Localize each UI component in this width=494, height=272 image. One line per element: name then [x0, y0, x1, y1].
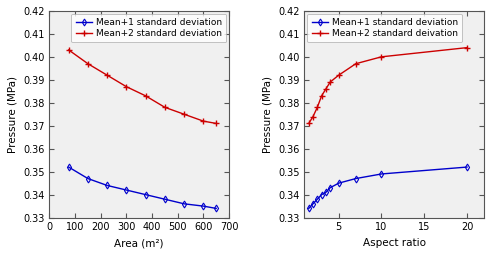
Y-axis label: Pressure (MPa): Pressure (MPa): [7, 76, 17, 153]
Mean+1 standard deviation: [85, 177, 91, 180]
Mean+1 standard deviation: [201, 205, 206, 208]
Mean+2 standard deviation: [143, 94, 149, 97]
Mean+2 standard deviation: [124, 85, 129, 88]
Mean+2 standard deivation: [327, 81, 333, 84]
Legend: Mean+1 standard deviation, Mean+2 standard deviation: Mean+1 standard deviation, Mean+2 standa…: [71, 14, 226, 42]
Mean+2 standard deivation: [464, 46, 470, 49]
Mean+1 standard deviation: [124, 188, 129, 192]
Mean+2 standard deivation: [310, 115, 316, 118]
Mean+1 standard deviation: [310, 202, 316, 205]
Mean+2 standard deviation: [201, 119, 206, 123]
Mean+1 standard deviation: [327, 186, 333, 189]
Mean+1 standard deviation: [162, 197, 168, 201]
X-axis label: Aspect ratio: Aspect ratio: [363, 238, 426, 248]
Mean+1 standard deviation: [306, 207, 312, 210]
Line: Mean+1 standard deviation: Mean+1 standard deviation: [66, 165, 219, 211]
Mean+1 standard deviation: [336, 181, 342, 185]
Line: Mean+2 standard deviation: Mean+2 standard deviation: [65, 47, 220, 127]
Mean+2 standard deviation: [162, 106, 168, 109]
Mean+2 standard deivation: [306, 122, 312, 125]
X-axis label: Area (m²): Area (m²): [115, 238, 164, 248]
Mean+2 standard deivation: [336, 73, 342, 77]
Mean+1 standard deviation: [181, 202, 187, 205]
Mean+2 standard deviation: [66, 48, 72, 52]
Mean+2 standard deivation: [323, 87, 329, 91]
Mean+1 standard deviation: [464, 165, 470, 169]
Line: Mean+2 standard deivation: Mean+2 standard deivation: [305, 44, 470, 127]
Y-axis label: Pressure (MPa): Pressure (MPa): [263, 76, 273, 153]
Mean+2 standard deviation: [213, 122, 219, 125]
Mean+2 standard deviation: [181, 113, 187, 116]
Mean+1 standard deviation: [314, 197, 320, 201]
Mean+1 standard deviation: [143, 193, 149, 196]
Mean+1 standard deviation: [104, 184, 110, 187]
Mean+1 standard deviation: [213, 207, 219, 210]
Legend: Mean+1 standard deviation, Mean+2 standard deivation: Mean+1 standard deviation, Mean+2 standa…: [307, 14, 462, 42]
Mean+1 standard deviation: [353, 177, 359, 180]
Mean+2 standard deviation: [85, 62, 91, 65]
Line: Mean+1 standard deviation: Mean+1 standard deviation: [306, 165, 469, 211]
Mean+1 standard deviation: [323, 191, 329, 194]
Mean+2 standard deivation: [314, 106, 320, 109]
Mean+1 standard deviation: [66, 165, 72, 169]
Mean+2 standard deivation: [353, 62, 359, 65]
Mean+2 standard deivation: [319, 94, 325, 97]
Mean+2 standard deivation: [378, 55, 384, 58]
Mean+2 standard deviation: [104, 73, 110, 77]
Mean+1 standard deviation: [378, 172, 384, 176]
Mean+1 standard deviation: [319, 193, 325, 196]
